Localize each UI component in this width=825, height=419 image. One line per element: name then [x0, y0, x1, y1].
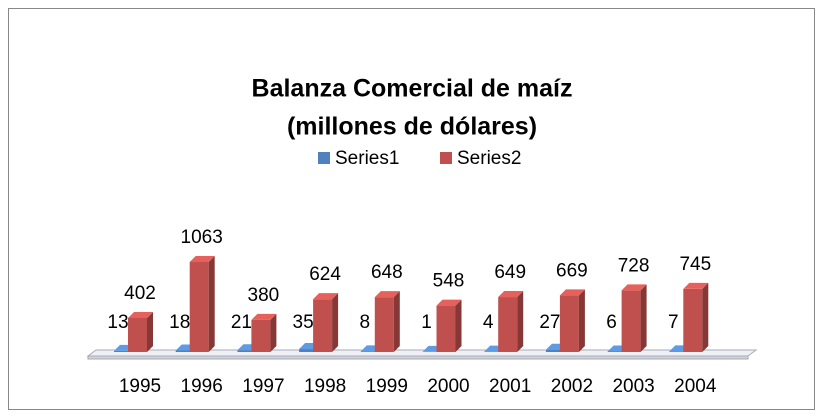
data-label: 18 [169, 312, 190, 333]
bar-side [517, 291, 524, 352]
bar-side [702, 282, 709, 352]
legend-swatch [318, 152, 330, 164]
bar-front [374, 297, 394, 352]
x-tick-label: 2002 [551, 376, 593, 397]
x-tick-label: 1997 [242, 376, 284, 397]
bar-front [683, 288, 703, 352]
bar-front [114, 350, 133, 352]
bar-top [374, 291, 400, 298]
bar-front [545, 349, 565, 352]
bar-side [147, 311, 153, 352]
bar-front [621, 290, 641, 352]
legend-label: Series1 [335, 148, 399, 169]
bar-front [498, 297, 518, 352]
bar-side [455, 299, 462, 352]
data-label: 35 [293, 312, 314, 333]
legend-swatch [440, 152, 452, 164]
floor-edge [87, 355, 749, 360]
x-tick-label: 2000 [427, 376, 469, 397]
bar [436, 299, 462, 352]
bar [374, 291, 400, 352]
bar-top [683, 282, 709, 289]
bar-front [360, 351, 380, 352]
chart-title: Balanza Comercial de maíz [252, 75, 573, 103]
data-label: 8 [360, 312, 371, 333]
data-label: 624 [309, 264, 341, 285]
bar-top [621, 284, 647, 291]
data-label: 13 [107, 312, 128, 333]
x-tick-label: 1995 [119, 376, 161, 397]
bar-front [607, 351, 627, 352]
chart-subtitle: (millones de dólares) [287, 113, 537, 141]
x-tick-label: 1999 [366, 376, 408, 397]
bar [498, 291, 524, 352]
data-label: 380 [248, 285, 280, 306]
bar [128, 311, 153, 352]
bar [621, 284, 647, 352]
bar [559, 289, 585, 352]
bar-side [393, 291, 400, 352]
data-label: 669 [556, 260, 588, 281]
bar-front [313, 299, 333, 352]
data-label: 21 [231, 312, 252, 333]
bar-top [498, 291, 524, 298]
x-tick-label: 1996 [181, 376, 223, 397]
bar [189, 256, 215, 352]
x-tick-label: 2001 [489, 376, 531, 397]
data-label: 4 [483, 312, 494, 333]
data-label: 1 [421, 312, 432, 333]
data-label: 6 [606, 312, 617, 333]
bar-side [332, 293, 339, 352]
data-label: 1063 [181, 227, 223, 248]
bar-front [669, 351, 689, 352]
x-tick-label: 1998 [304, 376, 346, 397]
bar-top [313, 293, 339, 300]
data-label: 648 [371, 262, 403, 283]
bar-top [559, 289, 585, 296]
data-label: 27 [539, 312, 560, 333]
bar-top [128, 311, 153, 318]
bar-top [189, 256, 215, 262]
legend-label: Series2 [457, 148, 521, 169]
data-label: 649 [494, 262, 526, 283]
data-label: 745 [679, 254, 711, 275]
bar-side [578, 289, 585, 352]
x-tick-label: 2003 [612, 376, 654, 397]
bar-front [189, 262, 209, 352]
bar-top [436, 299, 462, 306]
bar [251, 313, 277, 352]
bar [683, 282, 709, 352]
bar-front [299, 349, 319, 352]
bar-top [251, 313, 277, 320]
data-label: 402 [124, 283, 156, 304]
x-tick-label: 2004 [674, 376, 717, 397]
bar [313, 293, 339, 352]
data-label: 7 [668, 312, 679, 333]
data-label: 548 [433, 271, 465, 292]
data-label: 728 [618, 255, 650, 276]
bar-side [208, 256, 215, 352]
bar-front [237, 350, 257, 352]
bar-front [559, 295, 579, 352]
bar-front [251, 319, 271, 352]
bar-side [270, 313, 277, 352]
bar-front [128, 317, 147, 352]
bar-front [436, 305, 456, 352]
bar-side [640, 284, 647, 352]
bar-front [175, 350, 195, 352]
